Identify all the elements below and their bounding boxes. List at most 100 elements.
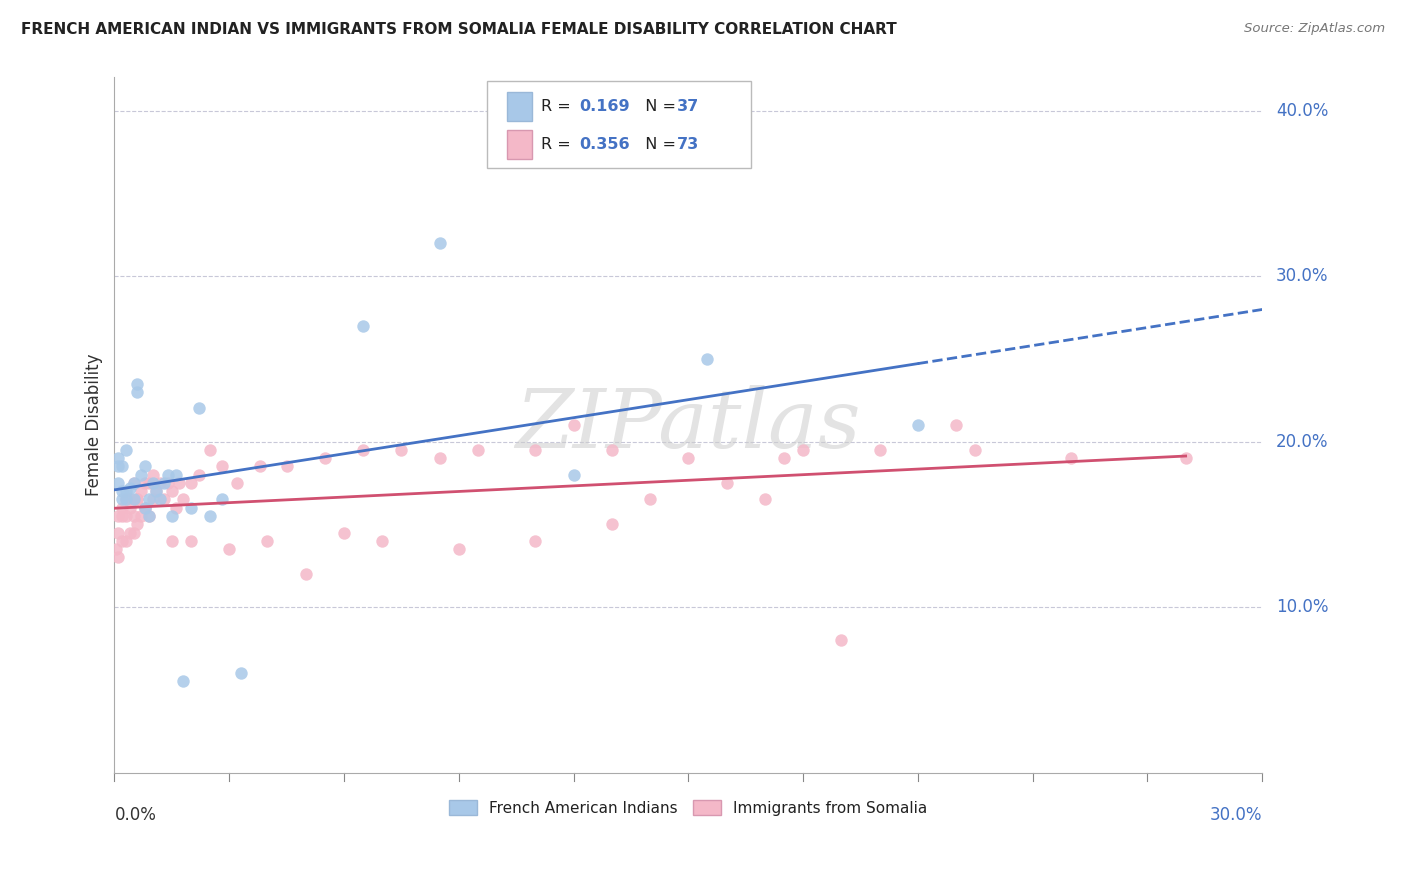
Point xyxy=(524,442,547,457)
Point xyxy=(169,475,191,490)
Point xyxy=(122,525,145,540)
Point xyxy=(218,542,240,557)
Point xyxy=(156,467,179,482)
Point xyxy=(792,442,814,457)
Point xyxy=(145,484,167,499)
Point xyxy=(138,492,160,507)
Point xyxy=(111,484,134,499)
Point xyxy=(111,508,134,523)
Point xyxy=(149,475,172,490)
Text: FRENCH AMERICAN INDIAN VS IMMIGRANTS FROM SOMALIA FEMALE DISABILITY CORRELATION : FRENCH AMERICAN INDIAN VS IMMIGRANTS FRO… xyxy=(21,22,897,37)
Point xyxy=(467,442,489,457)
Point xyxy=(111,459,134,474)
Point xyxy=(115,442,138,457)
Point xyxy=(122,492,145,507)
Point xyxy=(225,475,247,490)
Point xyxy=(562,467,585,482)
Point xyxy=(562,417,585,432)
Point xyxy=(134,500,156,515)
Text: ZIPatlas: ZIPatlas xyxy=(516,385,860,465)
Point xyxy=(160,508,183,523)
Point xyxy=(678,451,700,466)
Point xyxy=(111,492,134,507)
Text: R =: R = xyxy=(541,136,576,152)
Text: 30.0%: 30.0% xyxy=(1209,805,1263,824)
Point xyxy=(180,533,202,548)
Point xyxy=(107,525,129,540)
Point xyxy=(153,492,176,507)
Point xyxy=(127,376,149,391)
Point xyxy=(142,467,165,482)
Point xyxy=(180,475,202,490)
Point xyxy=(134,500,156,515)
Point xyxy=(129,508,152,523)
Point xyxy=(1060,451,1083,466)
Point xyxy=(122,508,145,523)
Point xyxy=(638,492,661,507)
Point xyxy=(118,525,141,540)
Bar xyxy=(508,129,533,159)
Point xyxy=(429,451,451,466)
Point xyxy=(198,508,221,523)
Point xyxy=(118,492,141,507)
Point xyxy=(115,492,138,507)
Point xyxy=(276,459,298,474)
Point xyxy=(142,492,165,507)
Point xyxy=(111,533,134,548)
Point xyxy=(965,442,987,457)
Point xyxy=(160,533,183,548)
Point xyxy=(118,481,141,495)
Point xyxy=(211,492,233,507)
Point xyxy=(127,492,149,507)
Text: 40.0%: 40.0% xyxy=(1275,102,1329,120)
Point xyxy=(134,500,156,515)
Point xyxy=(773,451,796,466)
Point xyxy=(138,475,160,490)
Text: 20.0%: 20.0% xyxy=(1275,433,1329,450)
Point xyxy=(118,500,141,515)
Point xyxy=(524,533,547,548)
Point xyxy=(172,492,194,507)
Text: Source: ZipAtlas.com: Source: ZipAtlas.com xyxy=(1244,22,1385,36)
Point xyxy=(134,459,156,474)
Text: 10.0%: 10.0% xyxy=(1275,598,1329,616)
Point xyxy=(600,442,623,457)
FancyBboxPatch shape xyxy=(488,81,751,168)
Point xyxy=(211,459,233,474)
Point xyxy=(115,484,138,499)
Point xyxy=(187,467,209,482)
Point xyxy=(447,542,470,557)
Point xyxy=(122,475,145,490)
Point xyxy=(352,318,374,333)
Point xyxy=(107,451,129,466)
Point xyxy=(945,417,967,432)
Point xyxy=(149,492,172,507)
Text: 0.356: 0.356 xyxy=(579,136,630,152)
Point xyxy=(115,492,138,507)
Text: N =: N = xyxy=(636,136,682,152)
Point xyxy=(198,442,221,457)
Point xyxy=(142,475,165,490)
Text: 30.0%: 30.0% xyxy=(1275,267,1329,285)
Point xyxy=(869,442,891,457)
Point xyxy=(256,533,278,548)
Point xyxy=(107,550,129,565)
Point xyxy=(127,517,149,532)
Text: 0.0%: 0.0% xyxy=(114,805,156,824)
Point xyxy=(716,475,738,490)
Text: 73: 73 xyxy=(676,136,699,152)
Point xyxy=(165,467,187,482)
Point xyxy=(107,459,129,474)
Point xyxy=(754,492,776,507)
Point xyxy=(127,492,149,507)
Point xyxy=(172,674,194,689)
Bar xyxy=(508,92,533,121)
Point xyxy=(153,475,176,490)
Point xyxy=(127,384,149,399)
Point xyxy=(156,475,179,490)
Point xyxy=(830,633,852,648)
Point xyxy=(138,508,160,523)
Point xyxy=(145,484,167,499)
Y-axis label: Female Disability: Female Disability xyxy=(86,354,103,496)
Point xyxy=(229,666,252,681)
